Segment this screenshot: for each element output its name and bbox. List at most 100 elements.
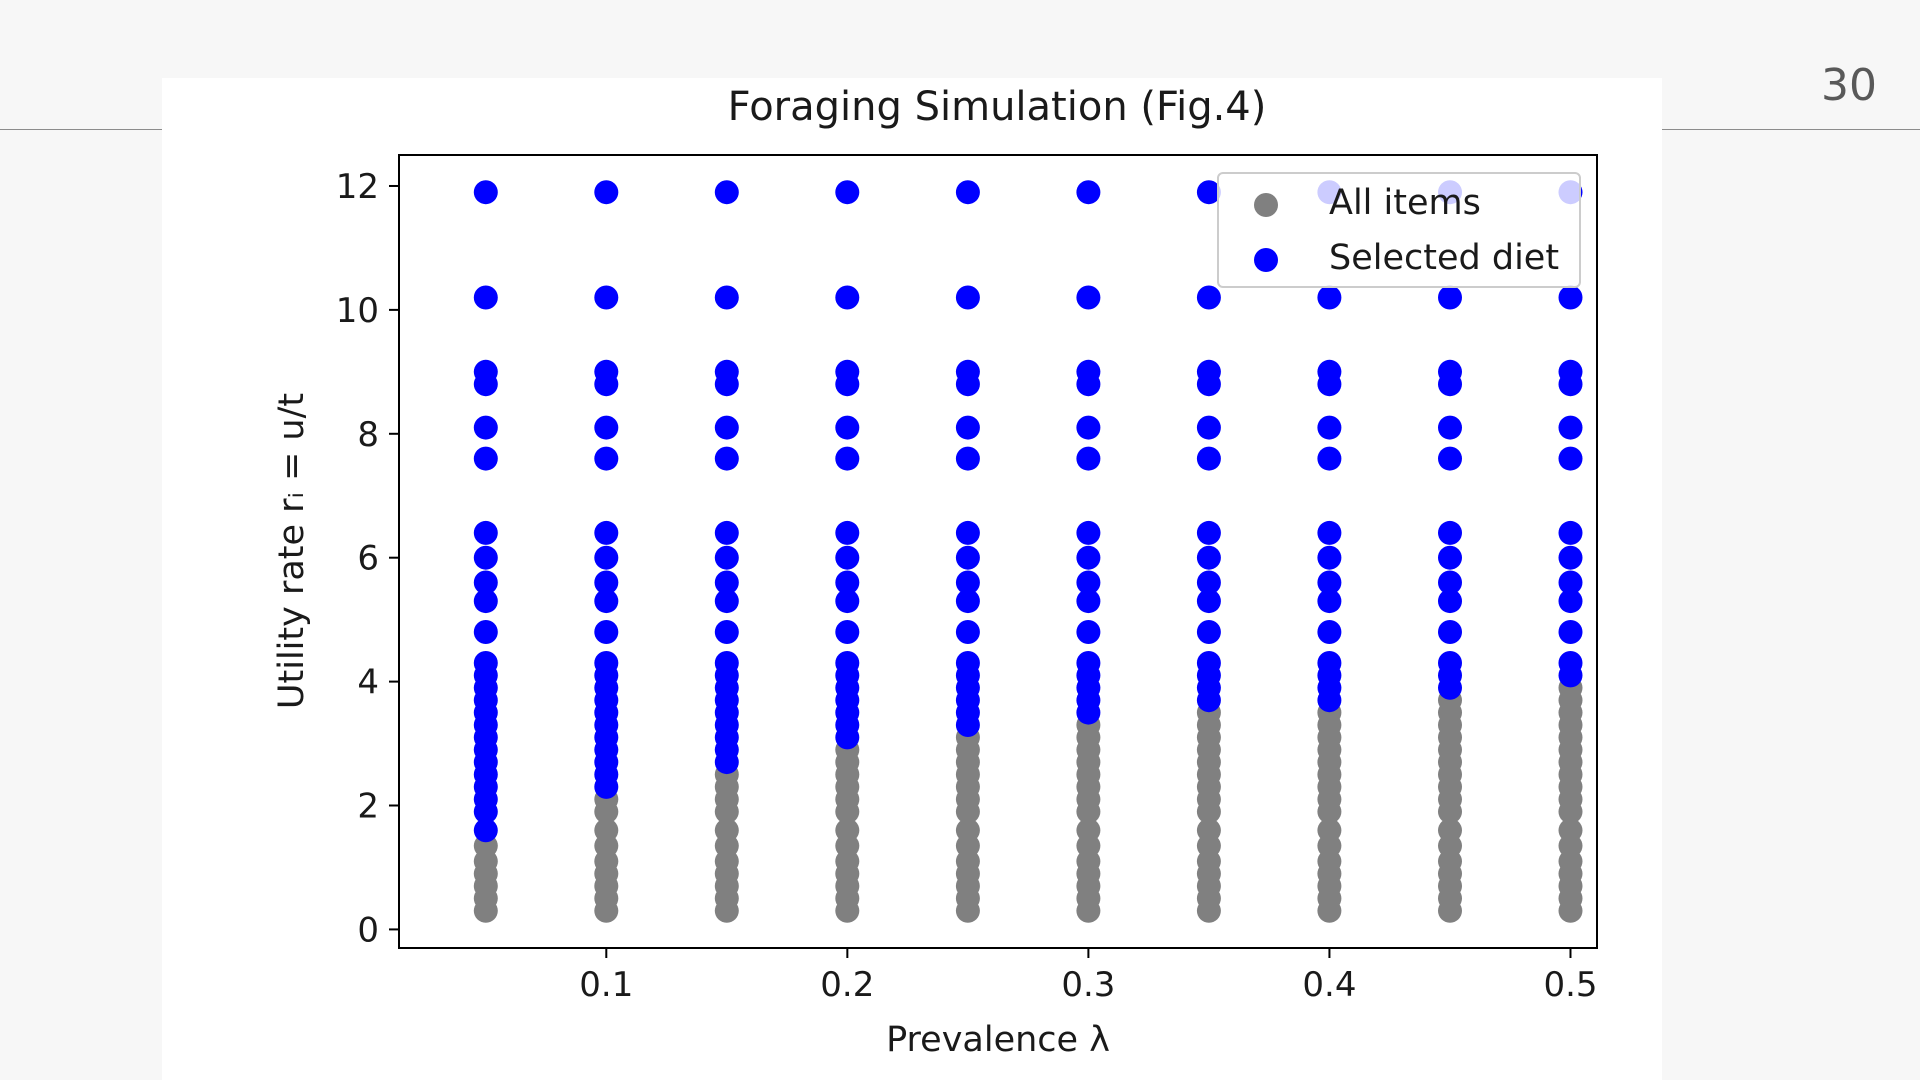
point-selected-diet — [835, 520, 860, 545]
point-selected-diet — [1438, 285, 1462, 310]
point-selected-diet — [1438, 620, 1462, 644]
point-selected-diet — [473, 359, 498, 384]
point-selected-diet — [594, 285, 619, 310]
point-selected-diet — [473, 446, 498, 471]
points-layer — [473, 180, 1583, 923]
point-selected-diet — [594, 520, 619, 545]
point-selected-diet — [1438, 520, 1462, 545]
x-tick-label: 0.1 — [579, 965, 633, 1005]
point-selected-diet — [714, 570, 739, 595]
point-selected-diet — [1076, 446, 1101, 471]
y-tick-label: 10 — [336, 291, 379, 331]
point-selected-diet — [1076, 520, 1101, 545]
point-selected-diet — [714, 446, 739, 471]
point-all-items — [955, 818, 980, 843]
point-selected-diet — [473, 570, 498, 595]
point-selected-diet — [835, 446, 860, 471]
point-selected-diet — [955, 446, 980, 471]
point-selected-diet — [955, 620, 980, 644]
point-selected-diet — [1317, 446, 1342, 471]
y-axis-label: Utility rate rᵢ = u/t — [272, 393, 312, 709]
x-tick-label: 0.5 — [1543, 965, 1597, 1005]
point-selected-diet — [835, 570, 860, 595]
point-all-items — [1076, 818, 1101, 843]
point-all-items — [1438, 818, 1462, 843]
point-selected-diet — [473, 620, 498, 644]
point-selected-diet — [1558, 520, 1583, 545]
point-selected-diet — [714, 620, 739, 644]
point-selected-diet — [955, 359, 980, 384]
point-selected-diet — [1076, 651, 1101, 675]
point-selected-diet — [835, 620, 860, 644]
point-selected-diet — [835, 651, 860, 675]
point-selected-diet — [594, 651, 619, 675]
point-selected-diet — [1558, 359, 1583, 384]
point-selected-diet — [1196, 651, 1221, 675]
scatter-chart: Foraging Simulation (Fig.4) 0.1 0.2 0.3 0.4… — [272, 84, 1598, 1060]
point-selected-diet — [1317, 570, 1342, 595]
point-selected-diet — [955, 520, 980, 545]
x-tick-label: 0.2 — [820, 965, 874, 1005]
point-selected-diet — [1196, 359, 1221, 384]
point-selected-diet — [1438, 545, 1462, 570]
point-selected-diet — [1317, 415, 1342, 440]
point-selected-diet — [473, 415, 498, 440]
point-selected-diet — [594, 589, 619, 614]
point-selected-diet — [955, 589, 980, 614]
point-selected-diet — [1558, 446, 1583, 471]
y-tick-label: 0 — [357, 910, 379, 950]
point-selected-diet — [1558, 620, 1583, 644]
x-axis-label: Prevalence λ — [886, 1020, 1110, 1060]
point-selected-diet — [594, 415, 619, 440]
point-selected-diet — [1317, 620, 1342, 644]
point-selected-diet — [1076, 620, 1101, 644]
y-axis: 0 2 4 6 8 10 12 — [336, 167, 399, 950]
point-selected-diet — [1076, 359, 1101, 384]
point-selected-diet — [714, 545, 739, 570]
point-selected-diet — [594, 545, 619, 570]
point-selected-diet — [714, 415, 739, 440]
point-selected-diet — [1317, 589, 1342, 614]
legend: All items Selected diet — [1217, 172, 1581, 288]
legend-marker-selected-diet — [1254, 248, 1278, 272]
point-selected-diet — [955, 415, 980, 440]
point-selected-diet — [955, 545, 980, 570]
point-selected-diet — [714, 520, 739, 545]
chart-title: Foraging Simulation (Fig.4) — [728, 84, 1267, 130]
point-selected-diet — [1076, 570, 1101, 595]
point-selected-diet — [1438, 415, 1462, 440]
point-selected-diet — [835, 359, 860, 384]
point-selected-diet — [955, 180, 980, 205]
y-tick-label: 4 — [357, 663, 379, 703]
point-selected-diet — [1196, 620, 1221, 644]
legend-label-selected-diet: Selected diet — [1329, 238, 1559, 278]
y-tick-label: 2 — [357, 787, 379, 827]
point-selected-diet — [473, 285, 498, 310]
point-all-items — [835, 818, 860, 843]
y-tick-label: 6 — [357, 539, 379, 579]
point-all-items — [1558, 818, 1583, 843]
point-selected-diet — [1196, 285, 1221, 310]
point-selected-diet — [1438, 651, 1462, 675]
point-selected-diet — [1076, 589, 1101, 614]
point-selected-diet — [1558, 651, 1583, 675]
point-selected-diet — [1317, 651, 1342, 675]
point-selected-diet — [1196, 180, 1221, 205]
point-selected-diet — [1317, 359, 1342, 384]
point-all-items — [1317, 818, 1342, 843]
point-selected-diet — [955, 285, 980, 310]
point-selected-diet — [1196, 545, 1221, 570]
point-selected-diet — [1558, 570, 1583, 595]
point-selected-diet — [1196, 570, 1221, 595]
figure-panel: Foraging Simulation (Fig.4) 0.1 0.2 0.3 0.4… — [162, 78, 1662, 1080]
point-selected-diet — [955, 570, 980, 595]
x-tick-label: 0.3 — [1061, 965, 1115, 1005]
point-selected-diet — [1558, 545, 1583, 570]
point-selected-diet — [714, 359, 739, 384]
point-selected-diet — [1076, 285, 1101, 310]
legend-label-all-items: All items — [1329, 183, 1481, 223]
point-selected-diet — [1438, 570, 1462, 595]
point-selected-diet — [594, 359, 619, 384]
header-rule-left — [0, 129, 162, 130]
